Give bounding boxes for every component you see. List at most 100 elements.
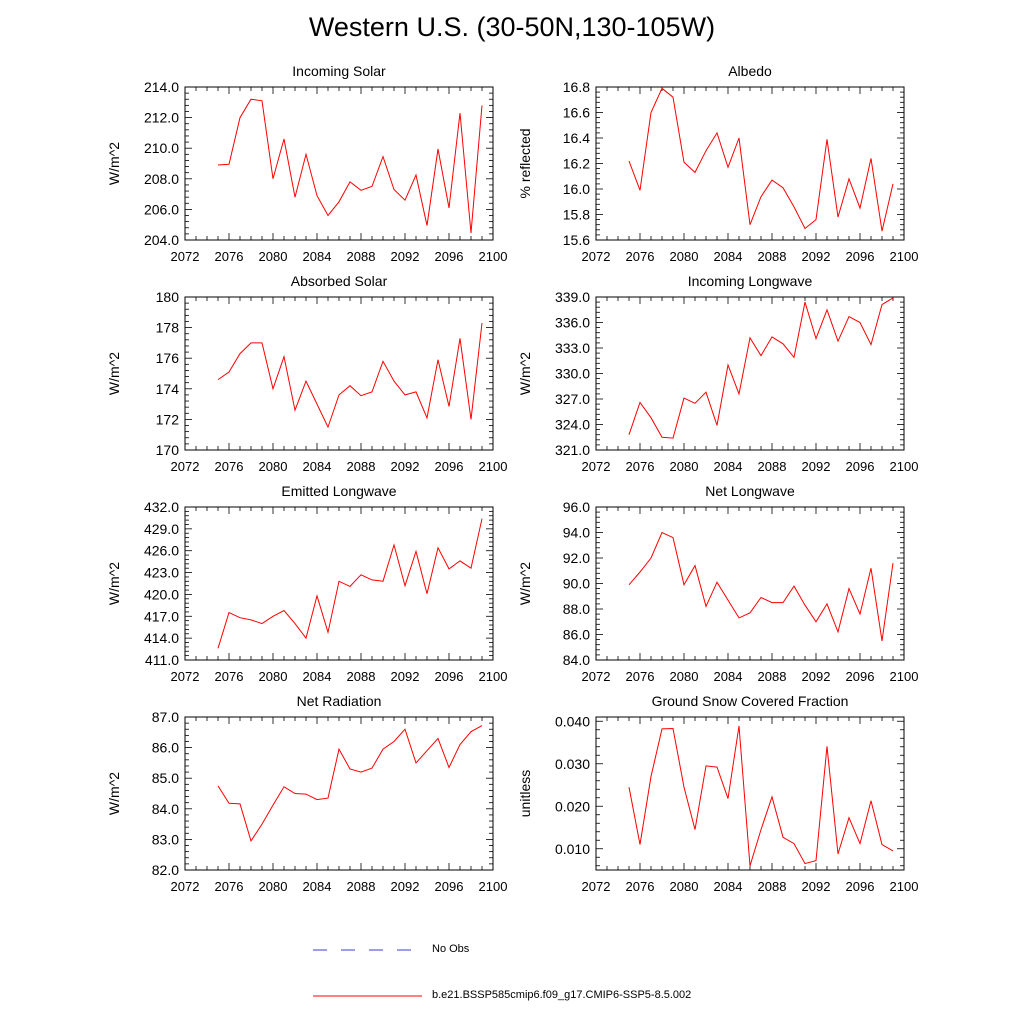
data-point [437, 547, 438, 548]
data-point [815, 621, 816, 622]
series-line [217, 725, 483, 843]
data-point [661, 728, 662, 729]
data-point [749, 865, 750, 866]
data-point [837, 631, 838, 632]
y-tick-label: 414.0 [144, 630, 179, 646]
y-tick-label: 92.0 [563, 550, 590, 566]
chart-panel: Incoming Longwave W/m^2 2072 2076 2080 2084 20… [517, 273, 918, 474]
data-point [305, 638, 306, 639]
y-tick-label: 94.0 [563, 525, 590, 541]
data-point [360, 395, 361, 396]
x-tick-label: 2084 [714, 459, 743, 474]
y-tick-label: 429.0 [144, 521, 179, 537]
x-tick-label: 2100 [890, 249, 919, 264]
x-tick-label: 2088 [347, 879, 376, 894]
data-point [448, 406, 449, 407]
series-line [628, 531, 894, 641]
data-point [448, 568, 449, 569]
data-point [272, 178, 273, 179]
data-point [848, 178, 849, 179]
series-line [628, 87, 894, 232]
data-point [316, 404, 317, 405]
panel-title: Incoming Longwave [688, 273, 813, 289]
legend-no-obs-label: No Obs [432, 943, 470, 955]
data-point [382, 361, 383, 362]
y-tick-label: 423.0 [144, 565, 179, 581]
page-title: Western U.S. (30-50N,130-105W) [308, 12, 716, 42]
data-point [349, 768, 350, 769]
data-point [672, 537, 673, 538]
data-point [426, 417, 427, 418]
y-tick-label: 336.0 [555, 315, 590, 331]
data-point [459, 112, 460, 113]
panel-title: Net Radiation [297, 693, 382, 709]
x-tick-label: 2092 [802, 669, 831, 684]
data-point [639, 402, 640, 403]
y-axis-label: W/m^2 [106, 352, 122, 395]
data-point [760, 355, 761, 356]
data-point [848, 588, 849, 589]
x-tick-label: 2096 [846, 669, 875, 684]
data-point [628, 584, 629, 585]
data-point [628, 160, 629, 161]
data-point [650, 557, 651, 558]
data-point [272, 616, 273, 617]
data-point [404, 585, 405, 586]
y-tick-label: 86.0 [152, 740, 179, 756]
x-tick-label: 2080 [259, 249, 288, 264]
y-tick-label: 16.0 [563, 181, 590, 197]
data-point [448, 207, 449, 208]
panel-title: Absorbed Solar [291, 273, 388, 289]
data-point [716, 132, 717, 133]
x-tick-label: 2072 [171, 459, 200, 474]
x-tick-label: 2096 [435, 879, 464, 894]
data-point [327, 426, 328, 427]
x-tick-label: 2096 [435, 249, 464, 264]
data-point [804, 863, 805, 864]
y-tick-label: 324.0 [555, 417, 590, 433]
x-tick-label: 2076 [626, 249, 655, 264]
y-tick-label: 0.020 [555, 798, 590, 814]
data-point [239, 117, 240, 118]
data-point [470, 731, 471, 732]
data-point [316, 595, 317, 596]
data-point [228, 371, 229, 372]
data-point [628, 787, 629, 788]
data-point [459, 560, 460, 561]
x-tick-label: 2080 [259, 459, 288, 474]
data-point [415, 551, 416, 552]
data-point [705, 606, 706, 607]
y-tick-label: 82.0 [152, 862, 179, 878]
data-point [694, 403, 695, 404]
y-tick-label: 172 [156, 411, 180, 427]
data-point [459, 744, 460, 745]
data-point [672, 438, 673, 439]
data-point [239, 803, 240, 804]
y-tick-label: 339.0 [555, 289, 590, 305]
data-point [881, 230, 882, 231]
data-point [294, 623, 295, 624]
y-tick-label: 174 [156, 381, 180, 397]
data-point [283, 610, 284, 611]
legend-series-label: b.e21.BSSP585cmip6.f09_g17.CMIP6-SSP5-8.… [432, 989, 692, 1001]
plot-frame [184, 716, 494, 871]
x-tick-label: 2080 [670, 669, 699, 684]
y-tick-label: 206.0 [144, 201, 179, 217]
data-point [793, 357, 794, 358]
x-tick-label: 2096 [846, 459, 875, 474]
data-point [327, 797, 328, 798]
x-tick-label: 2096 [435, 459, 464, 474]
data-point [815, 860, 816, 861]
data-point [272, 805, 273, 806]
y-tick-label: 96.0 [563, 499, 590, 515]
data-point [771, 602, 772, 603]
data-point [228, 164, 229, 165]
chart-panel: Incoming Solar W/m^2 2072 2076 2080 2084 2088 2… [106, 63, 507, 264]
x-tick-label: 2084 [303, 249, 332, 264]
data-point [360, 771, 361, 772]
data-point [382, 749, 383, 750]
data-point [371, 391, 372, 392]
data-point [294, 410, 295, 411]
data-point [470, 419, 471, 420]
plot-frame [595, 296, 905, 451]
